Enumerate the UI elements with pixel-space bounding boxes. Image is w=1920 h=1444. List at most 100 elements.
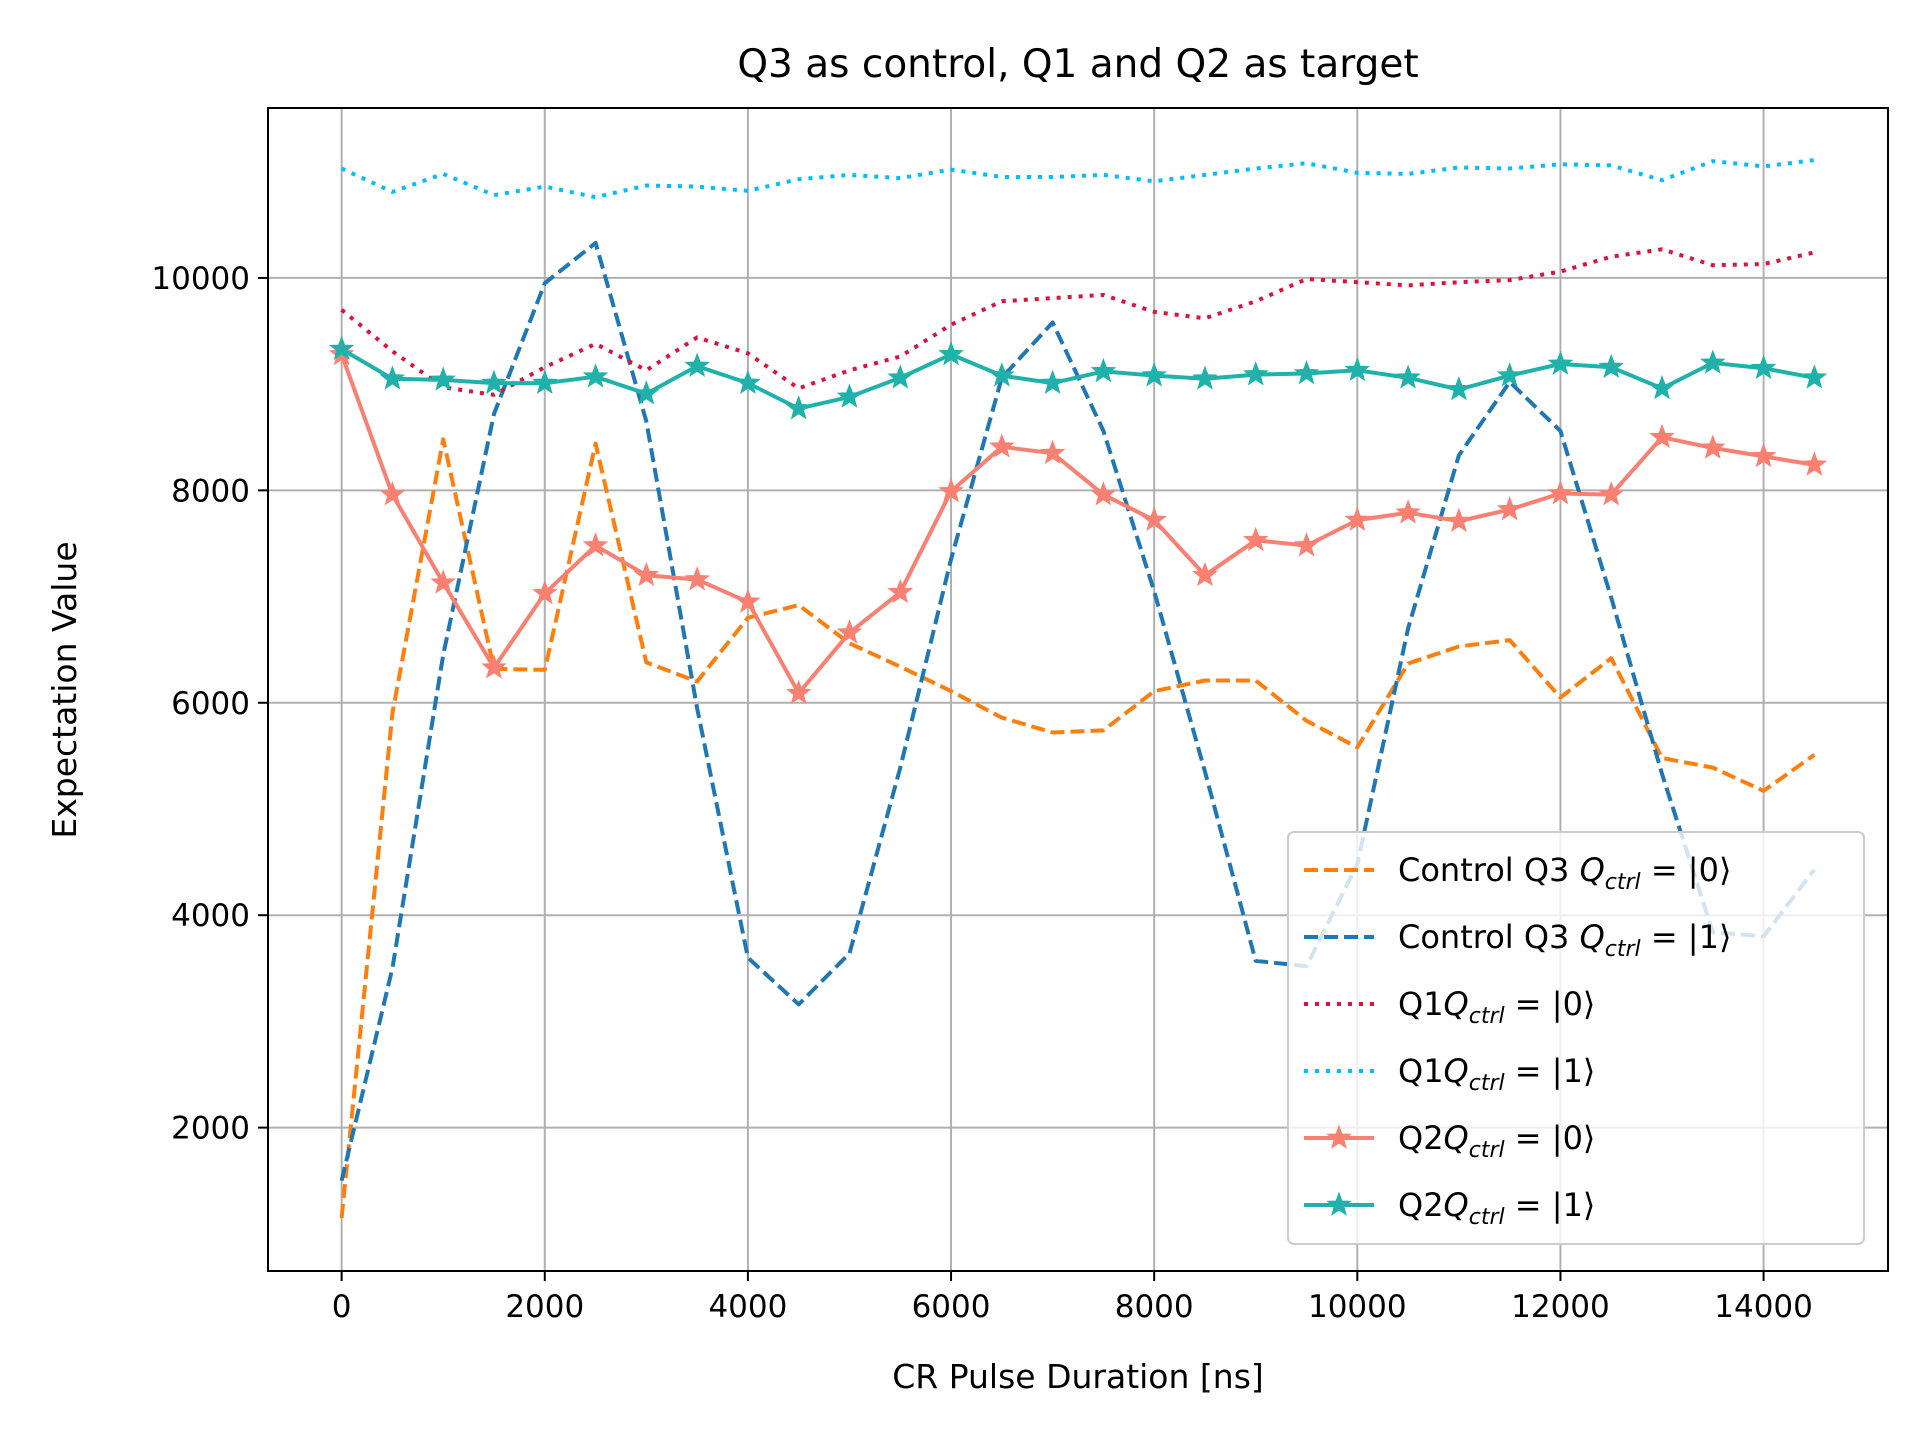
legend-subscript: ctrl <box>1469 1004 1505 1029</box>
data-point <box>633 561 660 587</box>
legend-subscript: ctrl <box>1469 1071 1505 1096</box>
data-point <box>1446 507 1472 533</box>
series-line <box>339 353 1815 696</box>
data-point <box>1547 480 1574 505</box>
data-point <box>989 433 1015 458</box>
legend-state: = |0⟩ <box>1641 851 1732 889</box>
data-point <box>1090 357 1117 383</box>
axes: 0 2000 4000 6000 8000 10000 12000 14000 2000 4000… <box>151 107 1889 1325</box>
plot-frame <box>267 107 1889 1272</box>
data-point <box>1141 506 1167 531</box>
data-point <box>532 579 558 605</box>
data-point <box>887 578 914 604</box>
x-tick-label: 4000 <box>708 1289 787 1325</box>
data-point <box>1395 499 1421 524</box>
series-0 <box>339 437 1816 1219</box>
legend-box <box>1287 831 1865 1245</box>
data-point <box>1446 376 1472 401</box>
x-tick-label: 10000 <box>1308 1289 1407 1325</box>
data-point <box>1242 526 1269 552</box>
data-point <box>1598 353 1624 379</box>
legend-entry: Q2Qctrl = |1⟩ <box>1304 1186 1595 1230</box>
data-point <box>1750 442 1777 468</box>
data-point <box>785 679 812 705</box>
data-point <box>836 383 863 408</box>
data-point <box>328 335 355 360</box>
x-tick-label: 6000 <box>912 1289 991 1325</box>
data-point <box>887 364 914 389</box>
data-point <box>1344 356 1371 382</box>
data-point <box>1700 434 1726 459</box>
data-point <box>532 369 558 394</box>
data-point <box>1039 439 1066 465</box>
legend-subscript: ctrl <box>1605 937 1641 962</box>
data-point <box>481 654 507 679</box>
data-point <box>1801 364 1828 389</box>
data-point <box>1192 365 1218 390</box>
legend-entry: Q1Qctrl = |0⟩ <box>1304 985 1595 1029</box>
series-4 <box>328 340 1828 705</box>
legend-label: Q1Qctrl = |0⟩ <box>1398 985 1595 1029</box>
x-tick-label: 14000 <box>1714 1289 1813 1325</box>
legend-state: = |1⟩ <box>1641 918 1732 956</box>
series-lines <box>328 158 1828 1219</box>
legend-entry: Q2Qctrl = |0⟩ <box>1304 1119 1595 1163</box>
data-point <box>1700 349 1726 374</box>
legend-q-symbol: Q <box>1444 985 1469 1023</box>
data-point <box>836 619 863 644</box>
data-point <box>735 369 761 394</box>
legend-q-symbol: Q <box>1444 1052 1469 1090</box>
data-point <box>1242 361 1269 386</box>
data-point <box>1395 364 1421 389</box>
legend-label: Q1Qctrl = |1⟩ <box>1398 1052 1595 1096</box>
y-tick-label: 4000 <box>171 898 250 934</box>
legend-label: Control Q3 Qctrl = |1⟩ <box>1398 918 1731 962</box>
data-point <box>1649 423 1675 449</box>
data-point <box>1039 369 1066 394</box>
legend-label: Q2Qctrl = |1⟩ <box>1398 1186 1595 1230</box>
data-point <box>989 362 1015 387</box>
legend-series-name: Control Q3 <box>1398 918 1569 956</box>
chart-title: Q3 as control, Q1 and Q2 as target <box>737 42 1418 87</box>
data-point <box>1344 506 1371 531</box>
legend-label: Q2Qctrl = |0⟩ <box>1398 1119 1595 1163</box>
legend-subscript: ctrl <box>1469 1205 1505 1230</box>
legend-q-symbol: Q <box>1569 918 1604 956</box>
data-point <box>938 340 964 366</box>
data-point <box>1598 481 1624 506</box>
data-point <box>1801 451 1828 476</box>
data-point <box>1141 362 1167 387</box>
data-point <box>1649 374 1675 400</box>
legend-subscript: ctrl <box>1605 870 1641 895</box>
legend-q-symbol: Q <box>1569 851 1604 889</box>
x-tick-label: 2000 <box>505 1289 584 1325</box>
legend-marker <box>1326 1124 1352 1149</box>
data-point <box>379 365 406 390</box>
data-point <box>481 369 507 394</box>
data-point <box>1750 354 1777 380</box>
legend: Control Q3 Qctrl = |0⟩Control Q3 Qctrl =… <box>1287 831 1865 1245</box>
data-point <box>1293 532 1320 557</box>
legend-series-name: Q1 <box>1398 985 1444 1023</box>
legend-q-symbol: Q <box>1444 1186 1469 1224</box>
data-point <box>582 363 609 388</box>
legend-marker <box>1326 1191 1352 1216</box>
data-point <box>684 352 710 377</box>
data-point <box>938 477 964 503</box>
series-line <box>339 437 1816 1219</box>
legend-state: = |1⟩ <box>1505 1052 1596 1090</box>
data-point <box>1496 496 1523 521</box>
series-5 <box>328 335 1828 420</box>
y-axis-label: Expectation Value <box>45 541 84 838</box>
y-tick-label: 10000 <box>151 261 250 297</box>
legend-entry: Control Q3 Qctrl = |0⟩ <box>1304 851 1731 895</box>
x-axis-label: CR Pulse Duration [ns] <box>892 1357 1264 1396</box>
data-point <box>1090 481 1117 506</box>
data-point <box>735 588 761 613</box>
data-point <box>379 481 406 506</box>
y-tick-label: 6000 <box>171 686 250 722</box>
data-point <box>1293 360 1320 385</box>
data-point <box>684 566 710 591</box>
